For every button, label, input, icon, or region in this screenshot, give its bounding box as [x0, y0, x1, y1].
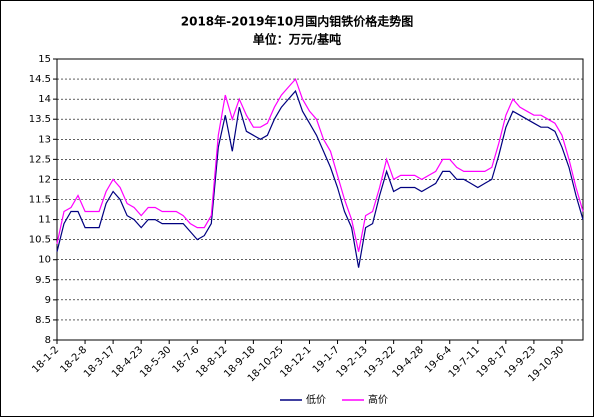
y-tick-label: 12.5: [29, 154, 51, 165]
y-tick-label: 10: [38, 255, 51, 266]
y-tick-label: 11.5: [29, 195, 51, 206]
series-line: [56, 77, 584, 252]
y-tick-label: 11: [38, 215, 51, 226]
y-tick-label: 9: [45, 295, 51, 306]
series-line: [56, 89, 584, 268]
chart-subtitle: 单位：万元/基吨: [253, 32, 341, 47]
y-tick-label: 8.5: [35, 315, 51, 326]
legend-label: 低价: [306, 393, 326, 406]
legend-label: 高价: [368, 393, 388, 406]
y-tick-label: 15: [38, 54, 51, 65]
y-tick-label: 9.5: [35, 275, 51, 286]
y-tick-label: 14.5: [29, 74, 51, 85]
chart-title: 2018年-2019年10月国内钼铁价格走势图: [181, 14, 413, 29]
y-tick-label: 12: [38, 174, 51, 185]
y-tick-label: 13: [38, 134, 51, 145]
y-tick-label: 8: [45, 335, 51, 346]
y-tick-label: 14: [38, 94, 51, 105]
y-tick-label: 10.5: [29, 235, 51, 246]
y-tick-label: 13.5: [29, 114, 51, 125]
